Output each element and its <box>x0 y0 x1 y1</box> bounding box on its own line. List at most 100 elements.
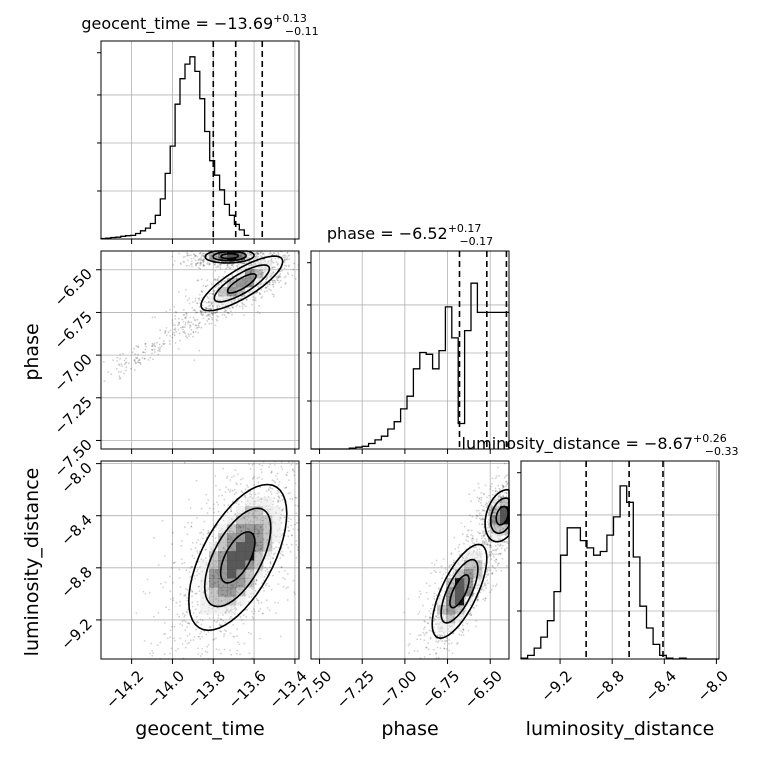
sample-point <box>215 311 218 314</box>
sample-point <box>251 464 254 466</box>
sample-point <box>495 489 497 492</box>
sample-point <box>235 482 237 484</box>
sample-point <box>282 254 284 257</box>
sample-point <box>254 582 257 585</box>
sample-point <box>162 343 165 345</box>
sample-point <box>153 342 156 345</box>
sample-point <box>191 265 193 268</box>
sample-point <box>270 588 273 591</box>
sample-point <box>171 322 174 324</box>
sample-point <box>186 322 189 324</box>
sample-point <box>201 636 204 638</box>
sample-point <box>291 274 294 277</box>
sample-point <box>202 254 205 256</box>
sample-point <box>205 307 208 309</box>
density-cell-phase-vs-luminosity-distance <box>455 605 465 615</box>
sample-point <box>133 359 136 362</box>
sample-point <box>194 547 197 549</box>
sample-point <box>260 251 262 254</box>
sample-point <box>118 375 121 378</box>
sample-point <box>277 483 280 486</box>
sample-point <box>236 265 239 267</box>
sample-point <box>130 367 132 370</box>
sample-point <box>211 305 214 308</box>
sample-point <box>199 252 202 254</box>
sample-point <box>168 340 171 342</box>
sample-point <box>171 333 174 336</box>
sample-point <box>254 299 257 302</box>
sample-point <box>283 261 286 264</box>
sample-point <box>220 618 223 621</box>
sample-point <box>194 608 197 611</box>
sample-point <box>435 640 437 643</box>
sample-point <box>197 259 200 262</box>
sample-point <box>175 601 178 604</box>
density-cell-geocent-time-vs-luminosity-distance <box>254 515 264 525</box>
sample-point <box>277 267 280 270</box>
sample-point <box>290 464 293 466</box>
sample-point <box>205 301 208 304</box>
sample-point <box>445 568 447 571</box>
sample-point <box>484 542 486 544</box>
sample-point <box>177 317 180 320</box>
sample-point <box>263 290 266 293</box>
sample-point <box>430 572 432 574</box>
sample-point <box>482 505 485 508</box>
density-cell-phase-vs-luminosity-distance <box>446 614 456 624</box>
sample-point <box>503 533 506 536</box>
sample-point <box>286 256 289 259</box>
sample-point <box>292 468 294 471</box>
sample-point <box>152 344 155 346</box>
sample-point <box>235 502 238 505</box>
sample-point <box>216 265 219 267</box>
sample-point <box>229 632 232 635</box>
sample-point <box>237 641 240 644</box>
sample-point <box>461 624 464 627</box>
sample-point <box>261 295 263 298</box>
sample-point <box>165 334 168 337</box>
sample-point <box>205 633 208 636</box>
sample-point <box>152 358 154 361</box>
sample-point <box>217 316 220 318</box>
sample-point <box>286 474 288 477</box>
sample-point <box>270 472 273 474</box>
sample-point <box>254 292 257 295</box>
sample-point <box>263 575 266 578</box>
sample-point <box>196 620 199 623</box>
sample-point <box>272 286 275 288</box>
sample-point <box>173 639 176 642</box>
sample-point <box>208 617 211 620</box>
sample-point <box>452 572 455 575</box>
sample-point <box>484 597 487 600</box>
sample-point <box>267 489 270 492</box>
sample-point <box>287 520 290 523</box>
sample-point <box>282 543 284 546</box>
sample-point <box>266 607 269 609</box>
sample-point <box>423 628 425 630</box>
sample-point <box>422 631 425 634</box>
sample-point <box>248 463 251 465</box>
sample-point <box>262 612 265 615</box>
sample-point <box>243 262 245 265</box>
sample-point <box>270 252 272 255</box>
density-cell-geocent-time-vs-luminosity-distance <box>209 578 219 588</box>
sample-point <box>196 603 199 606</box>
sample-point <box>270 490 272 493</box>
sample-point <box>485 584 487 586</box>
sample-point <box>206 320 209 322</box>
sample-point <box>262 252 264 255</box>
density-cell-geocent-time-vs-luminosity-distance <box>227 587 237 597</box>
sample-point <box>183 619 186 622</box>
sample-point <box>468 613 470 616</box>
sample-point <box>183 526 186 529</box>
sample-point <box>208 262 211 265</box>
sample-point <box>259 292 262 295</box>
sample-point <box>274 280 276 282</box>
sample-point <box>462 629 465 631</box>
sample-point <box>470 614 473 617</box>
sample-point <box>486 496 488 499</box>
sample-point <box>185 620 187 623</box>
sample-point <box>204 548 207 551</box>
sample-point <box>217 284 219 286</box>
sample-point <box>186 611 189 614</box>
